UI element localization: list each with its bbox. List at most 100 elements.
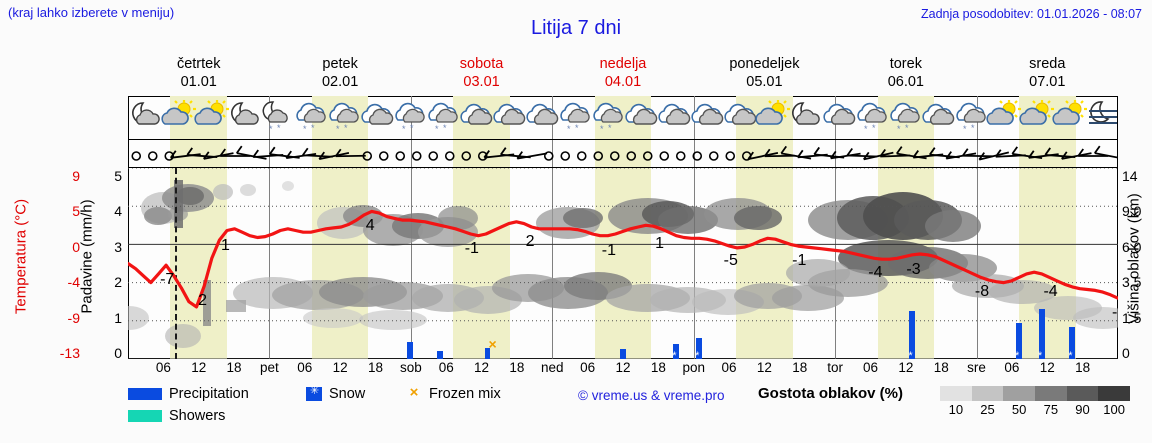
weather-icon-cloud-snow: * * bbox=[886, 99, 922, 137]
svg-text:*: * bbox=[872, 123, 876, 133]
precipitation-tick: 0 bbox=[114, 345, 122, 361]
cloud-density-swatch bbox=[1098, 386, 1130, 401]
weather-icon-moon-fog bbox=[1084, 99, 1119, 137]
weather-icon-cloud bbox=[919, 99, 955, 137]
cloud-height-tick: 0 bbox=[1122, 345, 1130, 361]
cloud-density-tick-label: 25 bbox=[980, 402, 995, 417]
svg-text:*: * bbox=[897, 124, 901, 134]
snow-marker-icon: * bbox=[908, 350, 913, 360]
daylight-band bbox=[311, 140, 369, 167]
day-name: ponedeljek bbox=[729, 56, 800, 72]
cloud-density-tick-label: 50 bbox=[1011, 402, 1027, 417]
precipitation-tick: 4 bbox=[114, 203, 122, 220]
cloud-density-title: Gostota oblakov (%) bbox=[758, 385, 904, 402]
weather-icon-cloud-snow: * * bbox=[325, 99, 361, 137]
precipitation-bar-snow bbox=[1038, 309, 1045, 359]
temperature-tick: -13 bbox=[59, 345, 80, 361]
day-name: nedelja bbox=[599, 56, 647, 72]
frozen-mix-marker-icon: × bbox=[488, 335, 497, 352]
legend-frozen-mix-label: Frozen mix bbox=[429, 386, 501, 402]
svg-text:*: * bbox=[277, 123, 281, 133]
weather-icon-cloud-sun bbox=[754, 99, 790, 137]
cloud-density-swatch bbox=[1066, 386, 1099, 401]
page-title: Litija 7 dni bbox=[530, 17, 622, 39]
temperature-tick: 0 bbox=[72, 238, 80, 255]
temperature-label: -1 bbox=[464, 239, 479, 257]
day-date: 07.01 bbox=[1029, 74, 1066, 90]
daylight-band bbox=[170, 140, 227, 167]
x-axis-tick-label: 06 bbox=[438, 360, 454, 375]
copyright-link[interactable]: © vreme.us & vreme.pro bbox=[578, 388, 725, 403]
weather-icon-moon-cloud bbox=[787, 99, 823, 137]
precipitation-tick: 3 bbox=[114, 238, 122, 255]
svg-text:*: * bbox=[971, 123, 975, 133]
day-separator bbox=[410, 168, 412, 359]
day-separator bbox=[976, 140, 978, 167]
precipitation-bar-precipitation bbox=[620, 349, 626, 359]
x-axis-tick-label: 18 bbox=[367, 360, 384, 375]
temperature-label: -7 bbox=[160, 271, 175, 289]
precipitation-bar-snow bbox=[673, 343, 680, 359]
snow-swatch: ✳ bbox=[306, 385, 322, 402]
snow-star-icon: ✳ bbox=[310, 385, 320, 398]
legend: Precipitation ✳ Snow × Frozen mix Showers … bbox=[128, 384, 1148, 440]
day-name: sreda bbox=[1029, 56, 1066, 72]
temperature-line bbox=[128, 168, 1118, 359]
weather-icon-cloud-snow: * * bbox=[853, 99, 889, 137]
weather-icon-cloud-sun bbox=[193, 99, 229, 137]
svg-text:*: * bbox=[600, 124, 604, 134]
day-header-strip: četrtek 01.01 petek 02.01 sobota 03.01 nedelja… bbox=[128, 55, 1118, 95]
cloud-density-scale: 10 25 50 75 90 100 bbox=[940, 386, 1130, 417]
snow-marker-icon: * bbox=[1068, 350, 1073, 360]
x-axis-tick-label: 06 bbox=[155, 360, 171, 375]
cloud-height-tick: 6.0 bbox=[1122, 238, 1142, 255]
x-axis-tick-label: 18 bbox=[933, 360, 949, 375]
weather-icon-cloud bbox=[688, 99, 724, 137]
precipitation-tick: 5 bbox=[114, 168, 122, 184]
day-name: sobota bbox=[459, 56, 504, 72]
day-header-2: petek 02.01 bbox=[269, 55, 410, 91]
temperature-axis-title: Temperatura (°C) bbox=[6, 168, 36, 359]
weather-icon-cloud bbox=[820, 99, 856, 137]
weather-icon-cloud-sun bbox=[1018, 99, 1054, 137]
weather-icon-band: * * * * * * * * * * * * * * * * * * * * bbox=[128, 96, 1118, 140]
legend-snow: ✳ Snow bbox=[306, 385, 365, 402]
temperature-label: -4 bbox=[1043, 283, 1058, 301]
temperature-label: -3 bbox=[906, 260, 921, 278]
x-axis-tick-label: 18 bbox=[226, 360, 242, 375]
svg-text:*: * bbox=[963, 124, 967, 134]
showers-swatch bbox=[128, 410, 162, 423]
temperature-label: 1 bbox=[655, 234, 664, 252]
x-axis-tick-label: 18 bbox=[509, 360, 525, 375]
daylight-band bbox=[453, 168, 510, 359]
legend-precipitation: Precipitation bbox=[128, 386, 249, 402]
svg-text:*: * bbox=[864, 124, 868, 134]
temperature-label: -1 bbox=[792, 252, 807, 270]
weather-icon-cloud bbox=[523, 99, 559, 137]
day-header-3: sobota 03.01 bbox=[411, 55, 552, 91]
svg-text:*: * bbox=[344, 123, 348, 133]
day-header-4: nedelja 04.01 bbox=[552, 55, 693, 91]
svg-text:*: * bbox=[575, 123, 579, 133]
cloud-density-swatch bbox=[971, 386, 1004, 401]
x-axis-tick-label: 18 bbox=[792, 360, 808, 375]
temperature-tick: -4 bbox=[67, 274, 80, 291]
day-date: 06.01 bbox=[887, 74, 924, 90]
weather-icon-cloud-snow: * * bbox=[424, 99, 460, 137]
svg-text:*: * bbox=[410, 123, 414, 133]
day-separator bbox=[410, 140, 412, 167]
weather-icon-cloud bbox=[457, 99, 493, 137]
svg-text:*: * bbox=[402, 124, 406, 134]
legend-precipitation-label: Precipitation bbox=[169, 386, 249, 402]
precipitation-bar-precipitation bbox=[406, 341, 413, 359]
day-header-5: ponedeljek 05.01 bbox=[694, 55, 835, 91]
x-axis-ticks: 06 12 18 pet 06 12 18 sob 06 12 18 ned 06 12 18 pon 06 12… bbox=[128, 360, 1118, 378]
day-header-6: torek 06.01 bbox=[835, 55, 976, 91]
temperature-label: 1 bbox=[221, 236, 230, 254]
x-axis-tick-label: 12 bbox=[474, 360, 490, 375]
day-date: 01.01 bbox=[180, 74, 217, 90]
day-separator bbox=[269, 168, 271, 359]
last-update-stamp: Zadnja posodobitev: 01.01.2026 - 08:07 bbox=[920, 7, 1142, 21]
legend-frozen-mix: × Frozen mix bbox=[406, 385, 501, 402]
